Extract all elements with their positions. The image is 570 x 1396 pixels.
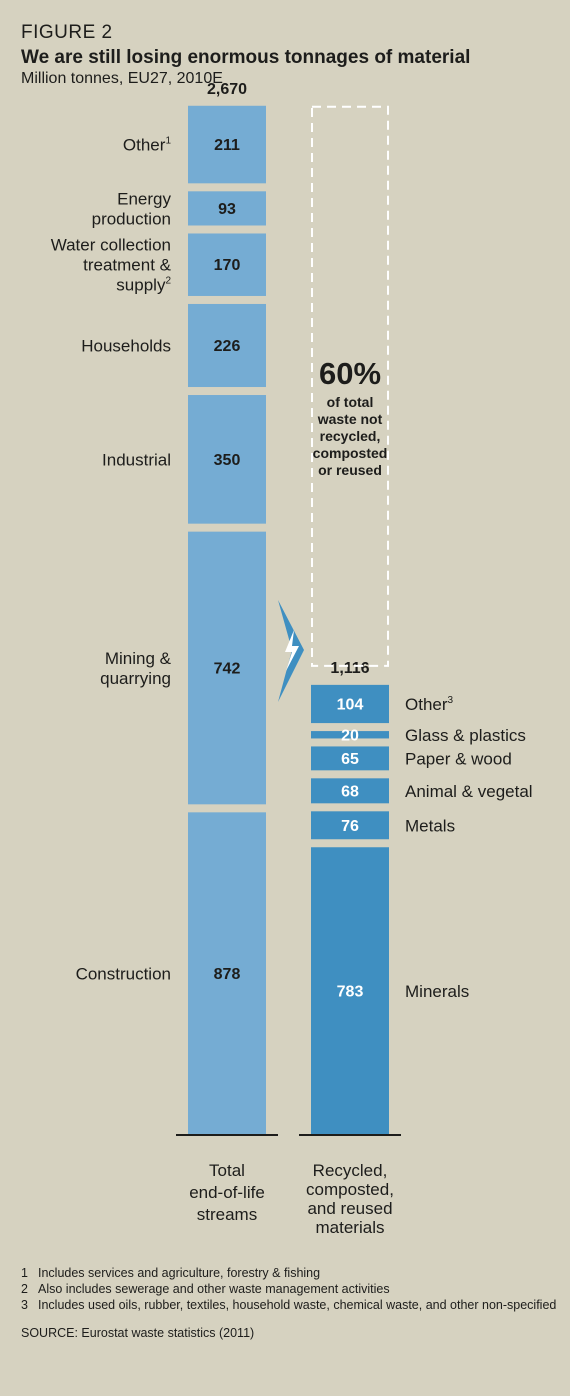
recycled-axis-label: Recycled, xyxy=(313,1161,388,1180)
total-bar-industrial xyxy=(188,395,266,524)
total-label-mining-quarrying: Mining & xyxy=(105,649,172,668)
annotation-text-line: composted xyxy=(313,445,388,461)
footnote-2: 2 Also includes sewerage and other waste … xyxy=(21,1282,390,1296)
recycled-value-other: 104 xyxy=(337,696,364,713)
total-value-construction: 878 xyxy=(214,966,241,983)
not-recycled-outline xyxy=(311,105,389,667)
total-axis-label: streams xyxy=(197,1205,257,1224)
total-value-households: 226 xyxy=(214,338,241,355)
total-bar-households xyxy=(188,303,266,388)
total-bar-energy-production xyxy=(188,191,266,226)
total-bar-other xyxy=(188,105,266,184)
recycled-value-paper-wood: 65 xyxy=(341,751,359,768)
recycled-bar-paper-wood xyxy=(311,746,389,771)
recycled-axis-label: materials xyxy=(316,1218,385,1237)
recycled-value-minerals: 783 xyxy=(337,984,364,1001)
total-label-households: Households xyxy=(81,336,171,355)
recycled-bar-glass-plastics xyxy=(311,731,389,739)
recycled-sum-label: 1,116 xyxy=(330,660,369,677)
total-label-other: Other1 xyxy=(123,136,172,155)
total-label-industrial: Industrial xyxy=(102,450,171,469)
total-label-water-collection-treatment-supply: supply2 xyxy=(116,276,171,295)
total-value-water-collection-treatment-supply: 170 xyxy=(214,257,241,274)
recycled-label-other: Other3 xyxy=(405,695,454,714)
total-label-water-collection-treatment-supply: Water collection xyxy=(51,236,171,255)
annotation-text-line: waste not xyxy=(317,411,383,427)
total-bar-mining-quarrying xyxy=(188,531,266,805)
footnote-3: 3 Includes used oils, rubber, textiles, h… xyxy=(21,1298,557,1312)
footnote-1: 1 Includes services and agriculture, fore… xyxy=(21,1266,321,1280)
recycled-value-metals: 76 xyxy=(341,818,359,835)
recycled-bar-other xyxy=(311,684,389,724)
total-axis-label: Total xyxy=(209,1161,245,1180)
lightning-icon xyxy=(285,630,299,671)
annotation-text-line: of total xyxy=(327,394,374,410)
total-bar-construction xyxy=(188,812,266,1135)
total-label-mining-quarrying: quarrying xyxy=(100,669,171,688)
total-axis-label: end-of-life xyxy=(189,1183,265,1202)
recycled-value-animal-vegetal: 68 xyxy=(341,783,359,800)
recycled-bar-metals xyxy=(311,811,389,840)
figure-label: FIGURE 2 xyxy=(21,22,113,43)
total-value-industrial: 350 xyxy=(214,452,241,469)
total-label-construction: Construction xyxy=(76,965,171,984)
recycled-bar-minerals xyxy=(311,847,389,1135)
recycled-axis-label: composted, xyxy=(306,1180,394,1199)
recycled-label-paper-wood: Paper & wood xyxy=(405,749,512,768)
total-label-water-collection-treatment-supply: treatment & xyxy=(83,256,172,275)
total-value-other: 211 xyxy=(214,137,240,154)
chart-subtitle: Million tonnes, EU27, 2010E xyxy=(21,70,223,87)
recycled-bar-animal-vegetal xyxy=(311,778,389,804)
annotation-text-line: recycled, xyxy=(320,428,381,444)
waste-chart: 878 Construction 742 Mining &quarrying 350 In… xyxy=(51,81,533,1237)
annotation-text-line: or reused xyxy=(318,462,382,478)
total-label-energy-production: production xyxy=(92,209,171,228)
annotation-percent: 60% xyxy=(319,356,381,391)
total-sum-label: 2,670 xyxy=(207,81,247,98)
recycled-axis-label: and reused xyxy=(307,1199,392,1218)
total-bar-water-collection-treatment-supply xyxy=(188,233,266,296)
total-label-energy-production: Energy xyxy=(117,189,171,208)
recycled-label-animal-vegetal: Animal & vegetal xyxy=(405,782,533,801)
chart-title: We are still losing enormous tonnages of… xyxy=(21,47,471,68)
recycled-label-minerals: Minerals xyxy=(405,982,469,1001)
recycled-label-glass-plastics: Glass & plastics xyxy=(405,726,526,745)
source-note: SOURCE: Eurostat waste statistics (2011) xyxy=(21,1326,255,1340)
total-value-mining-quarrying: 742 xyxy=(214,660,241,677)
recycled-label-metals: Metals xyxy=(405,816,455,835)
footnotes: 1 Includes services and agriculture, fore… xyxy=(21,1265,556,1341)
arrow-icon xyxy=(278,600,304,702)
recycled-value-glass-plastics: 20 xyxy=(341,727,359,744)
total-value-energy-production: 93 xyxy=(218,201,236,218)
